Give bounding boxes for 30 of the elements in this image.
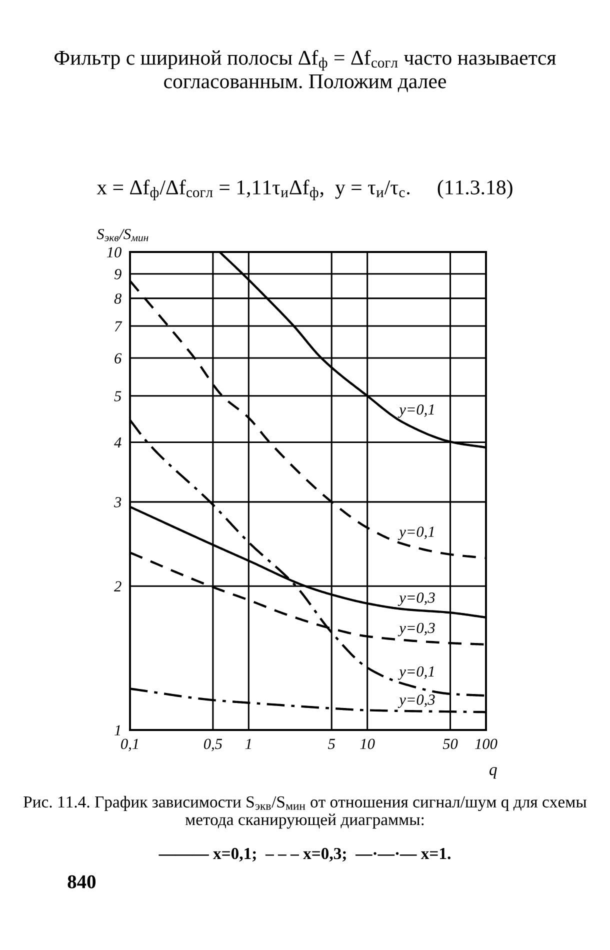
series-label: y=0,1 <box>398 404 434 418</box>
y-axis-title: S$_{экв}$/S$_{мин}$ <box>96 228 148 242</box>
y-tick-label: 8 <box>114 293 122 304</box>
text: ——— x=0,1; – – – x=0,3; —·—·— x=1. <box>158 848 450 862</box>
x-tick-label: 1 <box>245 738 251 749</box>
y-tick-label: 1 <box>114 725 120 736</box>
x-axis-title: q <box>490 767 497 779</box>
text: x = Δf$_{ф}$/Δf$_{согл}$ = 1,11τ$_{и}$Δf$_{ф}$, y = τ$_{и}$/τ$_{с}$. (11.3.18) <box>96 180 512 200</box>
y-tick-label: 3 <box>114 497 122 508</box>
text: 840 <box>68 875 96 888</box>
x-tick-label: 10 <box>360 738 375 750</box>
text: Рис. 11.4. График зависимости S$_{экв}$/S$_{мин}$ от отношения сигнал/шум q для схемы метода сканирующей диаграммы: <box>24 796 586 829</box>
series-label: y=0,1 <box>398 526 434 540</box>
series-label: y=0,1 <box>398 666 434 680</box>
y-tick-label: 9 <box>114 269 122 280</box>
y-tick-label: 2 <box>114 581 122 592</box>
series-label: y=0,3 <box>398 592 435 606</box>
y-tick-label: 4 <box>114 437 122 448</box>
y-tick-label: 7 <box>114 321 122 332</box>
y-tick-label: 5 <box>114 391 122 402</box>
series-label: y=0,3 <box>398 622 435 636</box>
series-label: y=0,3 <box>398 694 435 708</box>
x-tick-label: 5 <box>328 738 335 750</box>
x-tick-label: 50 <box>442 738 458 750</box>
x-tick-label: 0,5 <box>204 738 222 752</box>
x-tick-label: 100 <box>475 738 498 750</box>
y-tick-label: 6 <box>114 353 122 364</box>
y-tick-label: 10 <box>106 247 122 258</box>
chart-title: Фильтр с шириной полосы Δf$_{ф}$ = Δf$_{согл}$ часто называется согласованным. Положим далее <box>54 50 556 92</box>
x-tick-label: 0,1 <box>121 738 138 752</box>
